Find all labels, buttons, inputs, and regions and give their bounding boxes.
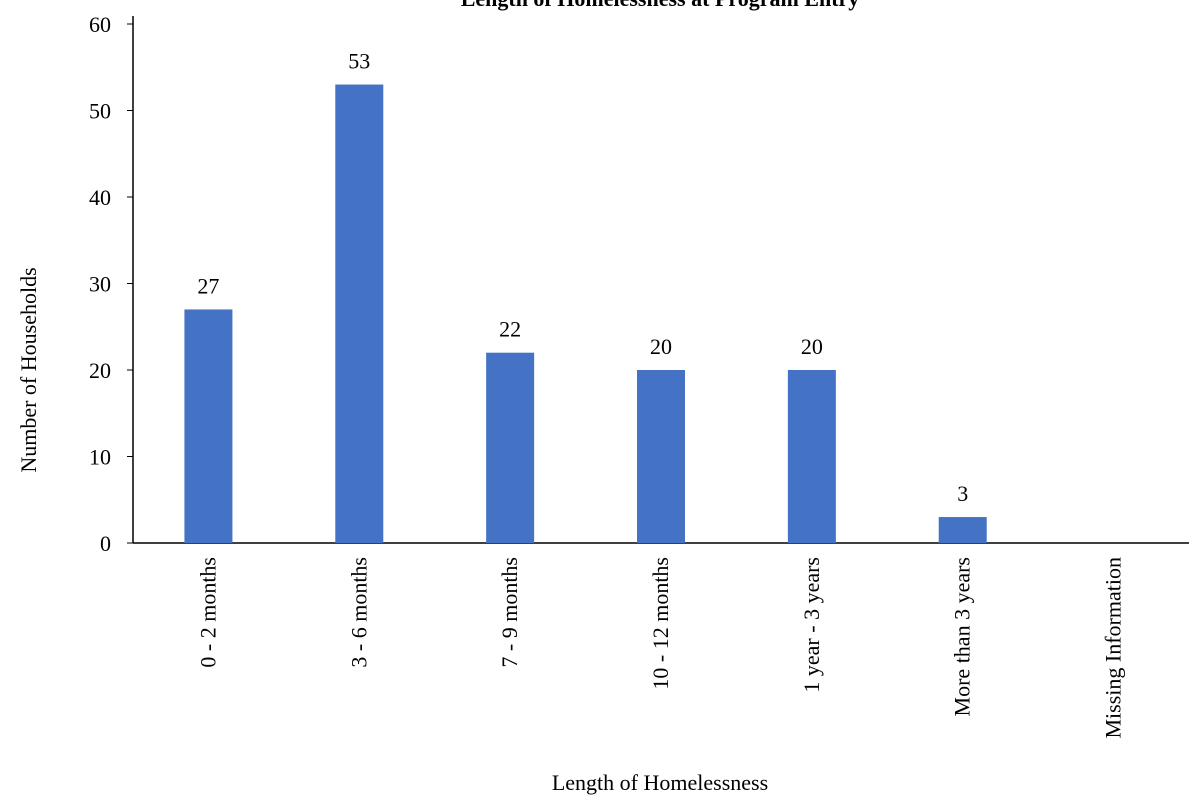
data-label: 53 bbox=[348, 49, 370, 74]
chart-title: Length of Homelessness at Program Entry bbox=[461, 0, 860, 11]
data-labels-group: 27 53 22 20 20 3 bbox=[197, 49, 968, 506]
bar bbox=[787, 370, 836, 543]
data-label: 20 bbox=[801, 334, 823, 359]
y-tick-label: 0 bbox=[100, 531, 111, 556]
x-tick-label: Missing Information bbox=[1101, 557, 1126, 739]
y-tick-label: 60 bbox=[89, 12, 111, 37]
y-tick-label: 10 bbox=[89, 445, 111, 470]
bar bbox=[637, 370, 685, 543]
bar bbox=[486, 352, 535, 543]
data-label: 22 bbox=[499, 317, 521, 342]
data-label: 20 bbox=[650, 334, 672, 359]
y-tick-label: 50 bbox=[89, 99, 111, 124]
y-axis-title: Number of Households bbox=[16, 267, 41, 472]
x-tick-label: More than 3 years bbox=[950, 557, 975, 716]
data-label: 27 bbox=[197, 273, 219, 298]
bar bbox=[938, 517, 987, 543]
bar bbox=[335, 84, 384, 544]
x-tick-label: 0 - 2 months bbox=[195, 557, 220, 668]
x-axis-title: Length of Homelessness bbox=[552, 770, 768, 795]
y-axis-ticks: 0 10 20 30 40 50 60 bbox=[89, 12, 133, 556]
x-tick-label: 10 - 12 months bbox=[648, 557, 673, 690]
y-tick-label: 40 bbox=[89, 185, 111, 210]
x-axis-ticks: 0 - 2 months 3 - 6 months 7 - 9 months 10 -… bbox=[195, 557, 1125, 739]
data-label: 3 bbox=[957, 481, 968, 506]
bars-group bbox=[184, 84, 987, 544]
y-tick-label: 20 bbox=[89, 358, 111, 383]
y-tick-label: 30 bbox=[89, 272, 111, 297]
x-tick-label: 3 - 6 months bbox=[346, 557, 371, 668]
x-tick-label: 7 - 9 months bbox=[497, 557, 522, 668]
x-tick-label: 1 year - 3 years bbox=[799, 557, 824, 693]
bar bbox=[184, 309, 233, 543]
